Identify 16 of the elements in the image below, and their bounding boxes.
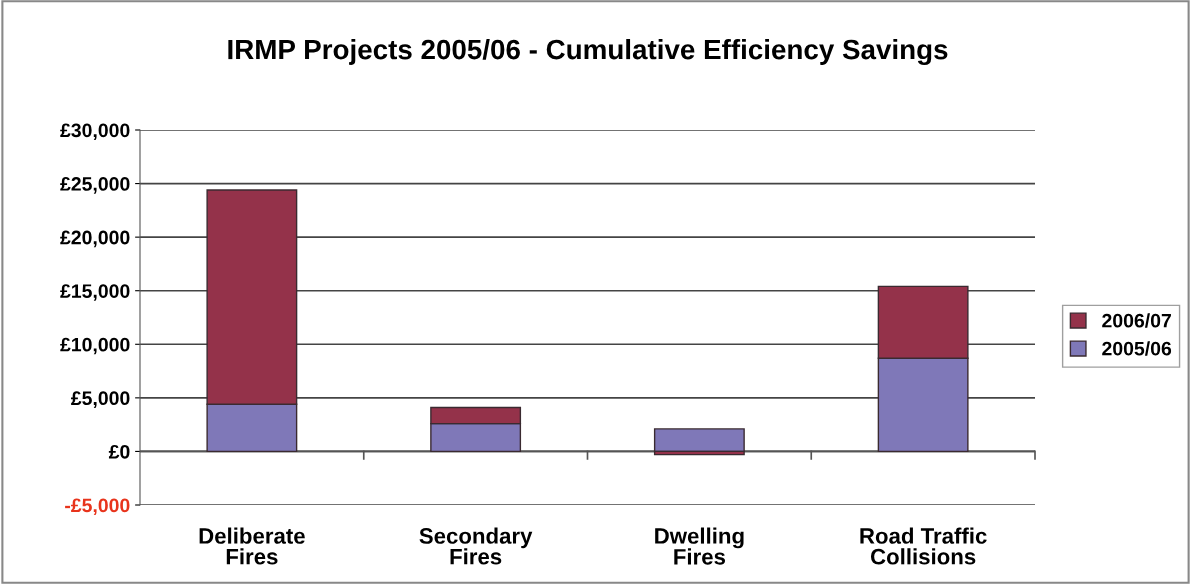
x-tick-label: Road Traffic Collisions bbox=[860, 527, 987, 565]
chart-title: IRMP Projects 2005/06 - Cumulative Efficiency Savings bbox=[228, 38, 948, 66]
x-tick-label: Deliberate Fires bbox=[199, 527, 305, 565]
y-tick-label: £15,000 bbox=[60, 284, 130, 301]
y-tick-label: £20,000 bbox=[60, 230, 130, 248]
x-tick-label: Secondary Fires bbox=[419, 527, 533, 565]
y-tick-label: £25,000 bbox=[60, 177, 130, 194]
legend-label: 2005/06 bbox=[1102, 341, 1172, 356]
y-tick-label: £10,000 bbox=[60, 337, 130, 355]
bar bbox=[653, 428, 745, 453]
y-tick-label: -£5,000 bbox=[65, 498, 130, 516]
y-tick-label: £30,000 bbox=[60, 123, 130, 141]
y-tick-label: £5,000 bbox=[71, 391, 130, 408]
y-tick-label: £0 bbox=[108, 444, 130, 459]
x-tick-label: Dwelling Fires bbox=[655, 527, 744, 565]
legend-label: 2006/07 bbox=[1102, 313, 1171, 328]
